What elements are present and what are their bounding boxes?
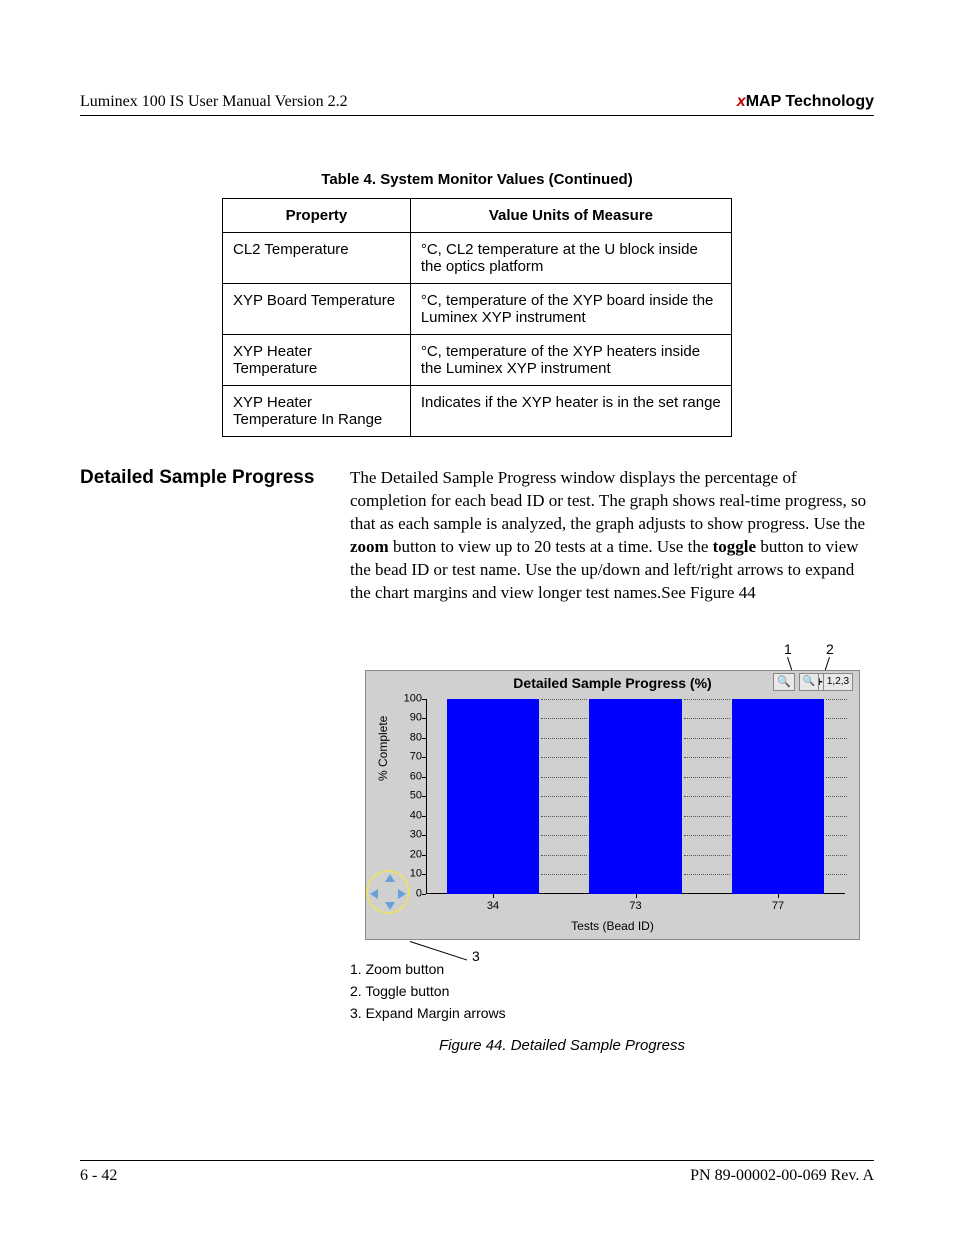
callout-2: 2	[826, 641, 834, 657]
footer-page-num: 6 - 42	[80, 1167, 117, 1185]
ytick-label: 20	[398, 849, 422, 860]
magnifier-icon: 🔍	[777, 675, 791, 688]
xtick-label: 34	[487, 900, 499, 912]
legend-item: 1. Zoom button	[350, 958, 874, 980]
toggle-button[interactable]: 1,2,3	[823, 673, 853, 691]
header-right: xMAP Technology	[737, 93, 874, 111]
header-left: Luminex 100 IS User Manual Version 2.2	[80, 93, 348, 111]
arrow-right-icon	[398, 889, 406, 899]
figure-legend: 1. Zoom button 2. Toggle button 3. Expan…	[350, 958, 874, 1025]
ytick-label: 30	[398, 830, 422, 841]
table-row: XYP Heater Temperature °C, temperature o…	[223, 335, 732, 386]
table-caption: Table 4. System Monitor Values (Continue…	[80, 171, 874, 188]
section-body: The Detailed Sample Progress window disp…	[350, 467, 874, 605]
section-heading: Detailed Sample Progress	[80, 467, 324, 605]
arrow-down-icon	[385, 902, 395, 910]
y-axis-label: % Complete	[376, 715, 390, 780]
chart-bar	[732, 699, 824, 894]
ytick-label: 90	[398, 713, 422, 724]
callout-3: 3	[472, 948, 480, 964]
ytick-label: 60	[398, 771, 422, 782]
chart-bar	[589, 699, 681, 894]
zoom-button[interactable]: 🔍	[773, 673, 795, 691]
chart-panel: Detailed Sample Progress (%) 🔍 + 1,2,3 .…	[365, 670, 860, 940]
figure-caption: Figure 44. Detailed Sample Progress	[250, 1037, 874, 1054]
x-axis-label: Tests (Bead ID)	[366, 919, 859, 933]
legend-item: 3. Expand Margin arrows	[350, 1002, 874, 1024]
callout-1: 1	[784, 641, 792, 657]
system-monitor-table: Property Value Units of Measure CL2 Temp…	[222, 198, 732, 437]
ytick-label: 80	[398, 732, 422, 743]
expand-margin-control[interactable]	[366, 870, 410, 914]
ytick-label: 70	[398, 752, 422, 763]
ytick-label: 40	[398, 810, 422, 821]
xtick-label: 77	[772, 900, 784, 912]
zoom-button-alt[interactable]: 🔍	[799, 673, 819, 691]
table-row: CL2 Temperature °C, CL2 temperature at t…	[223, 233, 732, 284]
ytick-label: 100	[398, 693, 422, 704]
page-header: Luminex 100 IS User Manual Version 2.2 x…	[80, 93, 874, 116]
magnifier-icon: 🔍	[803, 676, 815, 687]
plot-area: 0102030405060708090100347377	[426, 699, 845, 894]
footer-doc-id: PN 89-00002-00-069 Rev. A	[690, 1167, 874, 1185]
arrow-left-icon	[370, 889, 378, 899]
arrow-up-icon	[385, 874, 395, 882]
xtick-label: 73	[629, 900, 641, 912]
table-row: XYP Heater Temperature In Range Indicate…	[223, 386, 732, 437]
ytick-label: 50	[398, 791, 422, 802]
col-value: Value Units of Measure	[410, 199, 731, 233]
legend-item: 2. Toggle button	[350, 980, 874, 1002]
table-row: XYP Board Temperature °C, temperature of…	[223, 284, 732, 335]
chart-bar	[447, 699, 539, 894]
page-footer: 6 - 42 PN 89-00002-00-069 Rev. A	[80, 1160, 874, 1185]
table-header-row: Property Value Units of Measure	[223, 199, 732, 233]
col-property: Property	[223, 199, 411, 233]
figure-44: 1 2 Detailed Sample Progress (%) 🔍 + 1,2…	[350, 635, 874, 940]
